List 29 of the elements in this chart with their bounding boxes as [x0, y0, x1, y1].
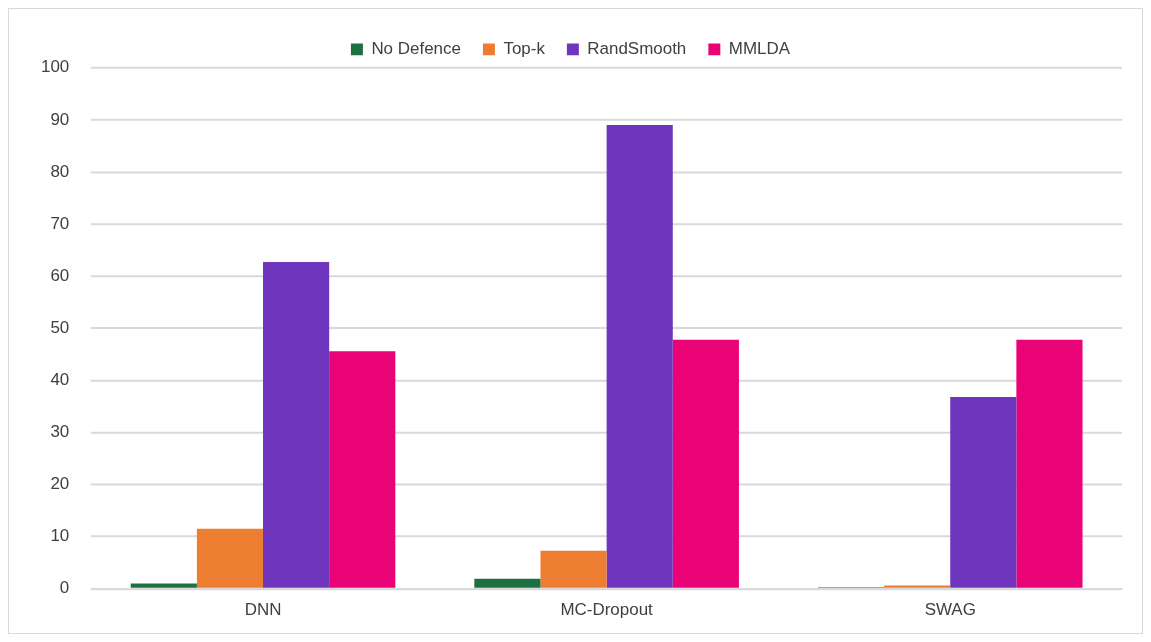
legend-label: MMLDA: [728, 39, 791, 59]
bar: [196, 528, 264, 588]
bar: [1016, 339, 1083, 588]
bar: [263, 262, 330, 588]
legend-label: No Defence: [371, 39, 461, 59]
bar: [672, 339, 739, 588]
bar: [329, 351, 396, 588]
x-tick-label: SWAG: [924, 599, 976, 619]
y-tick-label: 80: [50, 161, 70, 181]
y-tick-label: 20: [50, 474, 70, 494]
bar: [606, 125, 673, 588]
bar: [474, 578, 541, 588]
x-tick-label: MC-Dropout: [560, 599, 654, 619]
y-tick-label: 0: [59, 578, 70, 598]
y-tick-label: 30: [50, 422, 70, 442]
y-tick-label: 100: [40, 57, 70, 77]
bar: [130, 583, 197, 588]
y-tick-label: 10: [50, 526, 70, 546]
bar: [884, 585, 951, 588]
y-tick-label: 60: [50, 265, 70, 285]
y-tick-label: 70: [50, 213, 70, 233]
legend-label: RandSmooth: [587, 39, 687, 59]
y-tick-label: 90: [50, 109, 70, 129]
legend-label: Top-k: [503, 39, 546, 59]
y-tick-label: 40: [50, 370, 70, 390]
bar: [540, 550, 607, 588]
x-tick-label: DNN: [244, 599, 282, 619]
bar: [950, 397, 1017, 588]
y-tick-label: 50: [50, 317, 70, 337]
